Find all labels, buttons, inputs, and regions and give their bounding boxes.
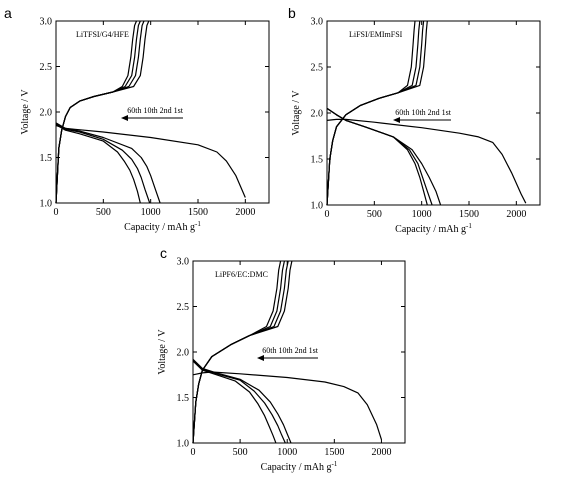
panel-a: a 0 500 1000 1500 2000 1.0 1.5 2.0 2.5 3.0 Capacity… [4, 5, 270, 233]
panel-a-series-line-3 [55, 125, 246, 198]
panel-a-x-tick-label: 500 [96, 207, 111, 218]
panel-a-x-tick-label: 1000 [141, 207, 161, 218]
panel-b: b 0 500 1000 1500 2000 1.0 1.5 2.0 2.5 3.0 Capacity… [288, 5, 541, 235]
panel-b-y-tick-label: 2.5 [311, 63, 324, 74]
panel-a-cycle-labels: 60th 10th 2nd 1st [127, 106, 184, 115]
panel-a-x-axis-label-sup: -1 [195, 220, 201, 228]
panel-a-y-tick-label: 1.0 [40, 199, 53, 210]
panel-c-x-tick-label: 1000 [277, 447, 297, 458]
panel-b-series-line-2 [326, 107, 442, 206]
panel-b-letter: b [288, 5, 296, 21]
panel-b-y-axis-label: Voltage / V [291, 90, 302, 136]
panel-c-x-tick-label: 1500 [324, 447, 344, 458]
panel-c-series-line-3 [192, 371, 382, 440]
panel-b-series-line-7 [326, 20, 428, 206]
panel-a-x-axis-label: Capacity / mAh g-1 [124, 220, 201, 233]
panel-b-x-tick-label: 1000 [412, 209, 432, 220]
panel-b-x-tick-label: 1500 [459, 209, 479, 220]
panel-b-x-tick-label: 500 [367, 209, 382, 220]
panel-b-y-tick-label: 1.0 [311, 201, 324, 212]
panel-c-y-tick-label: 1.5 [177, 393, 190, 404]
panel-c-cycle-labels: 60th 10th 2nd 1st [262, 346, 319, 355]
panel-c-electrolyte-label: LiPF6/EC:DMC [215, 270, 268, 279]
panel-a-x-axis-label-text: Capacity / mAh g [124, 222, 195, 233]
panel-a-electrolyte-label: LiTFSI/G4/HFE [76, 30, 129, 39]
panel-b-x-axis-label-sup: -1 [466, 222, 472, 230]
panel-b-y-tick-label: 1.5 [311, 155, 324, 166]
panel-a-series-line-7 [55, 20, 150, 204]
panel-c-y-tick-label: 2.5 [177, 302, 190, 313]
panel-c-letter: c [160, 245, 167, 261]
panel-c-x-tick-label: 0 [191, 447, 196, 458]
panel-a-x-tick-label: 1500 [188, 207, 208, 218]
panel-c-series-line-1 [192, 359, 286, 444]
panel-a-series-line-0 [55, 122, 161, 204]
panel-c-x-axis-label-text: Capacity / mAh g [261, 462, 332, 473]
panel-c-y-axis-label: Voltage / V [157, 329, 168, 375]
panel-c: c 0 500 1000 1500 2000 1.0 1.5 2.0 2.5 3.0 Capacity… [157, 245, 406, 473]
panel-a-cycle-arrow-head [121, 115, 128, 121]
panel-b-electrolyte-label: LiFSI/EMImFSI [349, 30, 403, 39]
panel-a-series-line-1 [55, 123, 151, 204]
panel-a-x-tick-label: 0 [54, 207, 59, 218]
panel-c-x-tick-label: 2000 [371, 447, 391, 458]
panel-b-y-tick-label: 3.0 [311, 17, 324, 28]
panel-b-cycle-arrow-head [393, 117, 400, 123]
panel-c-series-line-7 [192, 260, 293, 444]
panel-c-x-tick-label: 500 [233, 447, 248, 458]
panel-a-series-line-2 [55, 124, 141, 204]
panel-a-y-axis-label: Voltage / V [20, 89, 31, 135]
panel-c-y-tick-label: 1.0 [177, 439, 190, 450]
panel-a-letter: a [4, 5, 12, 21]
panel-a-x-tick-label: 2000 [235, 207, 255, 218]
panel-c-x-axis-label: Capacity / mAh g-1 [261, 460, 338, 473]
panel-a-y-tick-label: 2.0 [40, 108, 53, 119]
panel-c-y-tick-label: 2.0 [177, 348, 190, 359]
panel-a-y-tick-label: 3.0 [40, 17, 53, 28]
panel-c-y-tick-label: 3.0 [177, 257, 190, 268]
panel-a-y-tick-label: 1.5 [40, 153, 53, 164]
panel-a-y-tick-label: 2.5 [40, 62, 53, 73]
panel-b-x-axis-label: Capacity / mAh g-1 [395, 222, 472, 235]
panel-b-x-tick-label: 0 [325, 209, 330, 220]
panel-b-x-tick-label: 2000 [506, 209, 526, 220]
panel-b-cycle-labels: 60th 10th 2nd 1st [395, 108, 452, 117]
panel-c-x-axis-label-sup: -1 [331, 460, 337, 468]
panel-c-cycle-arrow-head [257, 355, 264, 361]
panel-b-series-line-3 [326, 118, 527, 204]
panel-b-y-tick-label: 2.0 [311, 109, 324, 120]
panel-c-series-line-0 [192, 358, 292, 444]
panel-b-x-axis-label-text: Capacity / mAh g [395, 224, 466, 235]
